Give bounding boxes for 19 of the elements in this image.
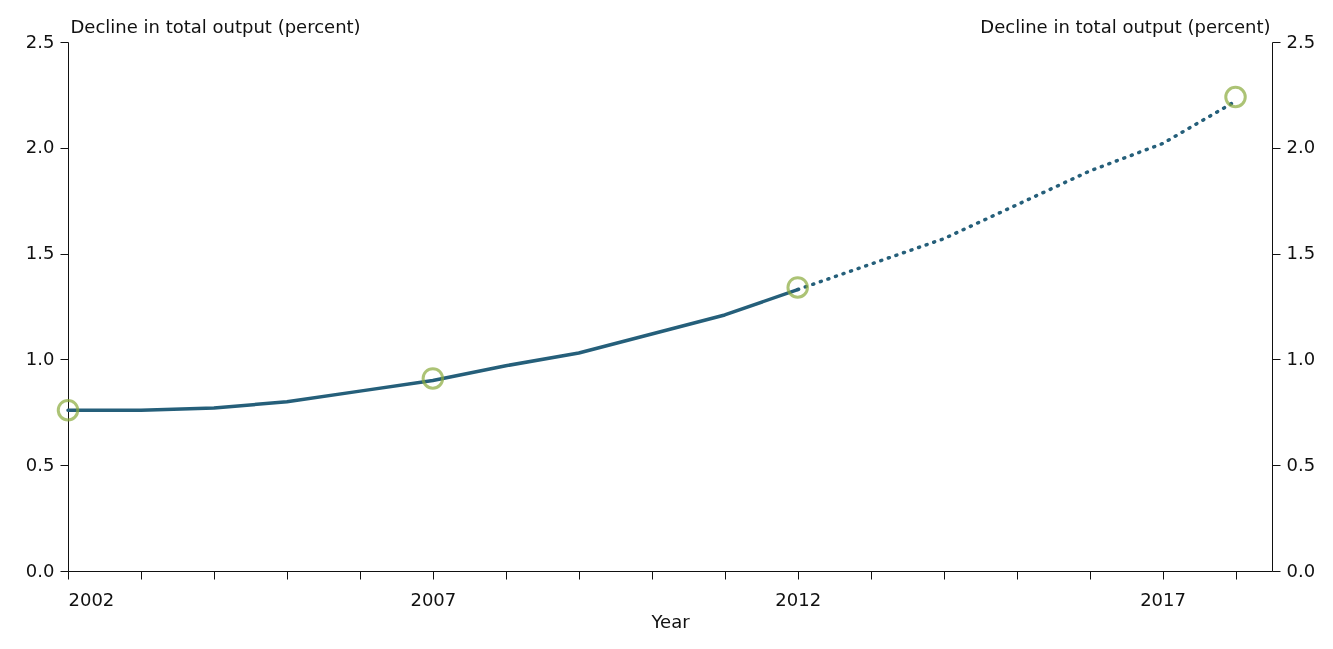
y-tick-label: 2.5 — [25, 30, 55, 52]
y2-tick-label: 2.0 — [1286, 136, 1316, 158]
y-tick-label: 2.0 — [25, 136, 55, 158]
y2-tick-label: 2.5 — [1286, 30, 1316, 52]
x-tick-label: 2002 — [68, 588, 115, 610]
y2-tick-label: 1.0 — [1286, 347, 1316, 369]
y-tick-label: 0.5 — [25, 453, 55, 475]
y-axis-title: Decline in total output (percent) — [70, 15, 361, 37]
y-tick-label: 1.5 — [25, 242, 55, 264]
y2-axis-title: Decline in total output (percent) — [980, 15, 1271, 37]
y-tick-label: 0.0 — [25, 559, 55, 581]
y2-tick-label: 1.5 — [1286, 242, 1316, 264]
x-axis-title: Year — [650, 610, 691, 632]
y2-tick-label: 0.5 — [1286, 453, 1316, 475]
x-tick-label: 2007 — [410, 588, 457, 610]
x-tick-label: 2012 — [775, 588, 822, 610]
y-tick-label: 1.0 — [25, 347, 55, 369]
y2-tick-label: 0.0 — [1286, 559, 1316, 581]
x-tick-label: 2017 — [1140, 588, 1186, 610]
